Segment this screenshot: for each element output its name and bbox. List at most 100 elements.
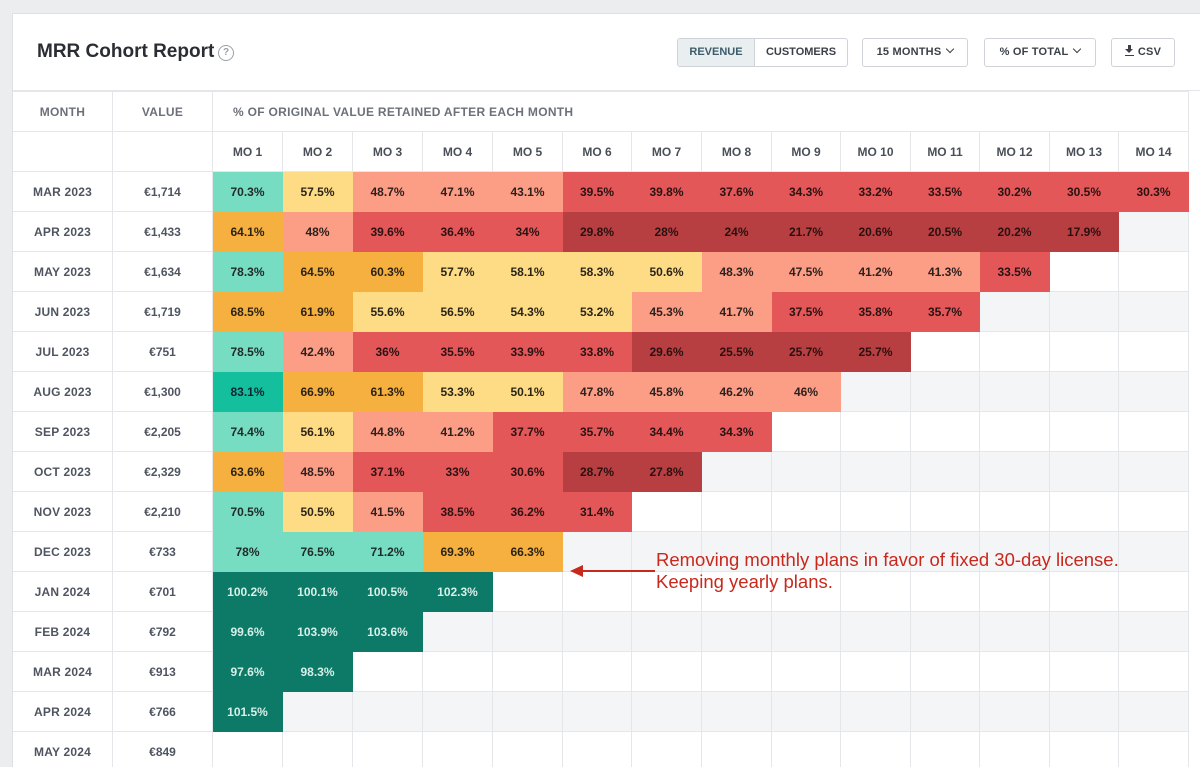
csv-label: CSV <box>1137 46 1162 58</box>
empty-cell <box>492 691 563 732</box>
empty-cell <box>1049 331 1119 372</box>
help-icon[interactable]: ? <box>218 45 234 61</box>
empty-cell <box>1049 651 1119 692</box>
cohort-month: FEB 2024 <box>13 611 113 652</box>
report-header: MRR Cohort Report ? REVENUE CUSTOMERS 15… <box>13 14 1200 91</box>
retention-cell: 60.3% <box>352 251 423 292</box>
annotation-text: Removing monthly plans in favor of fixed… <box>656 549 1119 593</box>
retention-cell: 30.6% <box>492 451 563 492</box>
empty-cell <box>282 691 353 732</box>
empty-cell <box>979 411 1050 452</box>
empty-cell <box>562 651 632 692</box>
retention-cell: 97.6% <box>212 651 283 692</box>
empty-cell <box>1118 251 1189 292</box>
empty-cell <box>701 491 772 532</box>
cohort-month: AUG 2023 <box>13 371 113 412</box>
empty-cell <box>1118 531 1189 572</box>
empty-cell <box>492 611 563 652</box>
retention-cell: 43.1% <box>492 171 563 212</box>
empty-cell <box>1118 491 1189 532</box>
cohort-month: MAY 2023 <box>13 251 113 292</box>
empty-cell <box>979 291 1050 332</box>
cohort-value: €1,714 <box>112 171 213 212</box>
retention-cell: 71.2% <box>352 531 423 572</box>
empty-cell <box>701 611 772 652</box>
retention-cell: 83.1% <box>212 371 283 412</box>
empty-cell <box>352 731 423 767</box>
download-icon <box>1124 45 1134 56</box>
empty-cell <box>1049 691 1119 732</box>
retention-cell: 78.5% <box>212 331 283 372</box>
retention-cell: 100.1% <box>282 571 353 612</box>
empty-cell <box>1049 491 1119 532</box>
empty-cell <box>771 691 841 732</box>
empty-cell <box>422 651 493 692</box>
retention-cell: 20.5% <box>910 211 980 252</box>
month-column-header-7: MO 7 <box>631 131 702 172</box>
retention-cell: 30.3% <box>1118 171 1189 212</box>
customers-button[interactable]: CUSTOMERS <box>765 46 837 58</box>
cohort-month: NOV 2023 <box>13 491 113 532</box>
retention-cell: 53.3% <box>422 371 493 412</box>
retention-cell: 37.5% <box>771 291 841 332</box>
retention-cell: 37.6% <box>701 171 772 212</box>
empty-cell <box>562 571 632 612</box>
retention-cell: 48.5% <box>282 451 353 492</box>
empty-cell <box>910 731 980 767</box>
retention-cell: 34.4% <box>631 411 702 452</box>
view-mode-dropdown[interactable]: % OF TOTAL <box>984 38 1096 67</box>
retention-cell: 48% <box>282 211 353 252</box>
empty-cell <box>979 571 1050 612</box>
retention-cell: 100.2% <box>212 571 283 612</box>
empty-cell <box>701 571 772 612</box>
metric-toggle: REVENUE CUSTOMERS <box>677 38 848 67</box>
retention-cell: 70.3% <box>212 171 283 212</box>
months-dropdown[interactable]: 15 MONTHS <box>862 38 968 67</box>
table-row: APR 2024 €766 101.5% <box>13 691 1189 732</box>
retention-cell: 33.5% <box>910 171 980 212</box>
retention-cell: 56.1% <box>282 411 353 452</box>
retention-cell: 35.8% <box>840 291 911 332</box>
retention-cell: 33.9% <box>492 331 563 372</box>
empty-cell <box>771 731 841 767</box>
empty-cell <box>1049 371 1119 412</box>
empty-cell <box>840 451 911 492</box>
retention-cell: 33.5% <box>979 251 1050 292</box>
empty-cell <box>979 371 1050 412</box>
retention-cell: 76.5% <box>282 531 353 572</box>
month-column-header-13: MO 13 <box>1049 131 1119 172</box>
empty-cell <box>979 531 1050 572</box>
table-row: MAY 2023 €1,634 78.3% 64.5% 60.3% 57.7% 58.1% 5… <box>13 251 1189 292</box>
retention-cell: 25.7% <box>840 331 911 372</box>
empty-cell <box>979 451 1050 492</box>
empty-cell <box>771 491 841 532</box>
empty-cell <box>701 651 772 692</box>
empty-cell <box>701 531 772 572</box>
month-column-header-10: MO 10 <box>840 131 911 172</box>
empty-cell <box>562 691 632 732</box>
empty-cell <box>771 651 841 692</box>
retention-cell: 33% <box>422 451 493 492</box>
cohort-value: €2,210 <box>112 491 213 532</box>
empty-cell <box>1049 731 1119 767</box>
retention-cell: 41.3% <box>910 251 980 292</box>
cohort-value: €2,205 <box>112 411 213 452</box>
retention-cell: 33.8% <box>562 331 632 372</box>
cohort-report-card: MRR Cohort Report ? REVENUE CUSTOMERS 15… <box>12 13 1200 767</box>
table-row: MAY 2024 €849 <box>13 731 1189 767</box>
cohort-value: €751 <box>112 331 213 372</box>
table-row: MAR 2023 €1,714 70.3% 57.5% 48.7% 47.1% 43.1% 3… <box>13 171 1189 212</box>
retention-cell: 30.2% <box>979 171 1050 212</box>
retention-cell: 54.3% <box>492 291 563 332</box>
empty-cell <box>771 451 841 492</box>
empty-cell <box>1118 571 1189 612</box>
csv-download-button[interactable]: CSV <box>1111 38 1175 67</box>
revenue-button[interactable]: REVENUE <box>678 39 755 66</box>
retention-cell: 33.2% <box>840 171 911 212</box>
retention-cell: 39.5% <box>562 171 632 212</box>
retention-cell: 100.5% <box>352 571 423 612</box>
empty-cell <box>492 571 563 612</box>
retention-cell: 55.6% <box>352 291 423 332</box>
month-column-header-14: MO 14 <box>1118 131 1189 172</box>
retention-cell: 35.7% <box>910 291 980 332</box>
